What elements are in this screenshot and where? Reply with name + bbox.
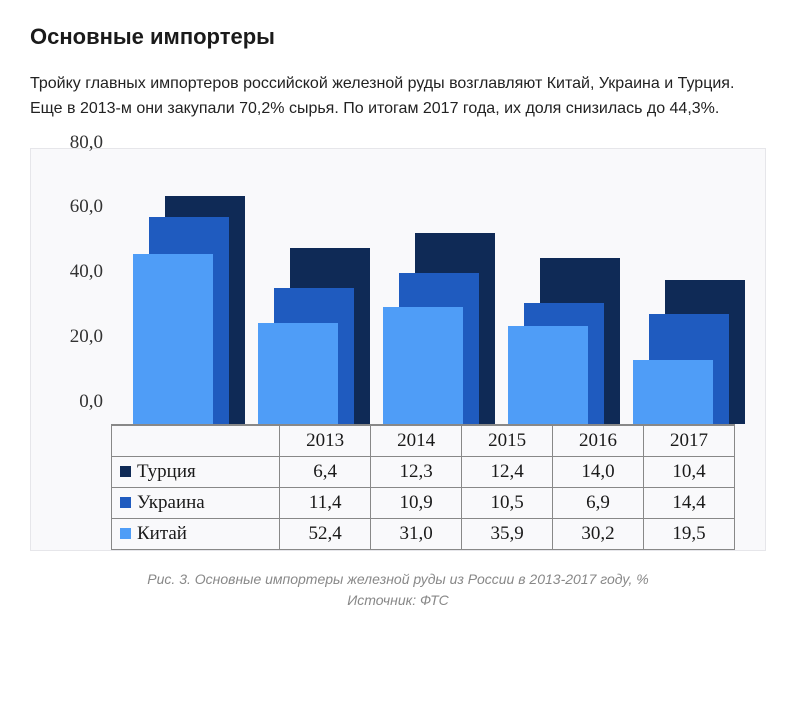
table-year-header: 2016 <box>553 425 644 456</box>
bar-segment-china <box>258 323 338 423</box>
series-name: Китай <box>137 523 187 544</box>
table-year-header: 2014 <box>371 425 462 456</box>
legend-swatch <box>120 497 131 508</box>
series-name: Турция <box>137 461 196 482</box>
y-tick-label: 80,0 <box>51 132 103 154</box>
table-cell: 52,4 <box>280 518 371 549</box>
table-year-header: 2017 <box>644 425 735 456</box>
caption-line-2: Источник: ФТС <box>347 592 449 608</box>
table-cell: 35,9 <box>462 518 553 549</box>
y-tick-label: 40,0 <box>51 261 103 283</box>
table-corner <box>112 425 280 456</box>
chart-box: 0,020,040,060,080,0 20132014201520162017… <box>30 148 766 551</box>
section-heading: Основные импортеры <box>30 24 766 50</box>
table-cell: 10,4 <box>644 456 735 487</box>
table-cell: 30,2 <box>553 518 644 549</box>
table-series-label: Китай <box>112 518 280 549</box>
table-row: Китай 52,431,035,930,219,5 <box>112 518 735 549</box>
table-year-header: 2013 <box>280 425 371 456</box>
table-series-label: Украина <box>112 487 280 518</box>
bar-segment-china <box>133 254 213 424</box>
y-tick-label: 0,0 <box>51 391 103 413</box>
table-cell: 19,5 <box>644 518 735 549</box>
table-cell: 10,9 <box>371 487 462 518</box>
table-cell: 14,4 <box>644 487 735 518</box>
caption-line-1: Рис. 3. Основные импортеры железной руды… <box>147 571 648 587</box>
chart-container: 0,020,040,060,080,0 20132014201520162017… <box>30 148 766 551</box>
y-tick-label: 20,0 <box>51 326 103 348</box>
legend-swatch <box>120 528 131 539</box>
chart-data-table: 20132014201520162017Турция6,412,312,414,… <box>111 425 735 550</box>
y-tick-label: 60,0 <box>51 196 103 218</box>
figure-caption: Рис. 3. Основные импортеры железной руды… <box>30 569 766 611</box>
table-cell: 6,9 <box>553 487 644 518</box>
intro-paragraph: Тройку главных импортеров российской жел… <box>30 72 766 122</box>
table-cell: 6,4 <box>280 456 371 487</box>
table-cell: 11,4 <box>280 487 371 518</box>
table-cell: 12,4 <box>462 456 553 487</box>
table-cell: 10,5 <box>462 487 553 518</box>
table-series-label: Турция <box>112 456 280 487</box>
legend-swatch <box>120 466 131 477</box>
bar-segment-china <box>633 360 713 423</box>
table-row: Украина 11,410,910,56,914,4 <box>112 487 735 518</box>
table-cell: 31,0 <box>371 518 462 549</box>
table-row: Турция 6,412,312,414,010,4 <box>112 456 735 487</box>
table-cell: 14,0 <box>553 456 644 487</box>
table-year-header: 2015 <box>462 425 553 456</box>
bar-segment-china <box>383 307 463 423</box>
series-name: Украина <box>137 492 205 513</box>
plot-area: 0,020,040,060,080,0 <box>111 165 735 425</box>
table-cell: 12,3 <box>371 456 462 487</box>
bar-segment-china <box>508 326 588 424</box>
